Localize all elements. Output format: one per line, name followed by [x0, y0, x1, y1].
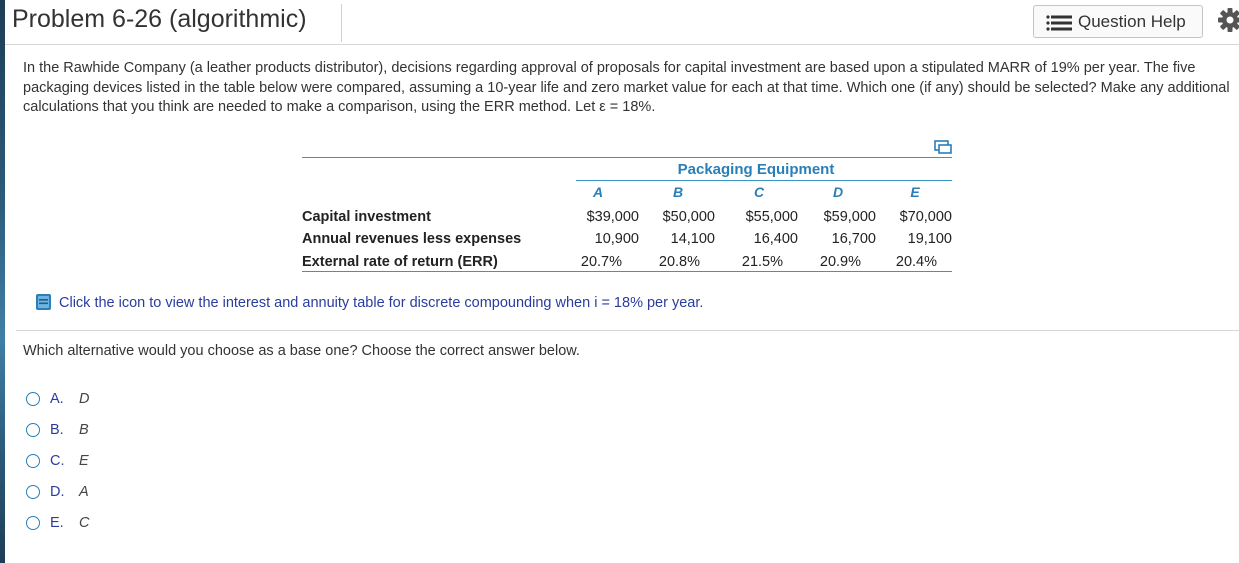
table-cell: $55,000	[745, 209, 798, 225]
table-cell: 20.9%	[819, 254, 861, 270]
table-cell: $39,000	[586, 209, 639, 225]
table-cell: 16,400	[753, 231, 798, 247]
problem-statement: In the Rawhide Company (a leather produc…	[23, 60, 1230, 115]
option-letter: D.	[50, 484, 65, 500]
list-icon	[1046, 15, 1072, 31]
title-divider	[341, 4, 342, 42]
gear-icon[interactable]	[1217, 5, 1239, 35]
radio-button[interactable]	[26, 516, 40, 530]
table-popout-icon[interactable]	[934, 140, 952, 154]
question-help-button[interactable]: Question Help	[1033, 5, 1203, 38]
table-cell: $50,000	[662, 209, 715, 225]
row-label-revenues: Annual revenues less expenses	[302, 231, 522, 247]
table-cell: 20.8%	[658, 254, 700, 270]
radio-button[interactable]	[26, 454, 40, 468]
table-cell: 16,700	[831, 231, 876, 247]
table-cell: 14,100	[670, 231, 715, 247]
page-title: Problem 6-26 (algorithmic)	[12, 5, 307, 33]
table-cell: 19,100	[907, 231, 952, 247]
column-header-e: E	[910, 184, 920, 200]
option-value: D	[79, 391, 90, 407]
option-letter: B.	[50, 422, 64, 438]
option-letter: A.	[50, 391, 64, 407]
section-divider	[16, 330, 1239, 331]
row-label-err: External rate of return (ERR)	[302, 254, 498, 270]
left-edge-strip	[0, 0, 5, 563]
radio-button[interactable]	[26, 392, 40, 406]
table-cell: 20.7%	[580, 254, 622, 270]
radio-button[interactable]	[26, 485, 40, 499]
question-help-label: Question Help	[1078, 12, 1186, 31]
table-cell: $59,000	[823, 209, 876, 225]
option-value: E	[79, 453, 89, 469]
table-cell: 20.4%	[895, 254, 937, 270]
table-cell: 10,900	[594, 231, 639, 247]
packaging-equipment-table: Packaging Equipment A B C D E Capital in…	[302, 140, 954, 275]
table-rule-bottom	[302, 271, 952, 272]
radio-button[interactable]	[26, 423, 40, 437]
header-bar: Problem 6-26 (algorithmic) Question Help	[5, 0, 1239, 45]
column-header-c: C	[753, 184, 765, 200]
row-label-capital: Capital investment	[302, 209, 431, 225]
option-value: A	[79, 484, 89, 500]
column-header-b: B	[672, 184, 684, 200]
table-rule-top	[302, 157, 952, 158]
book-icon[interactable]	[35, 293, 53, 311]
interest-table-link-text[interactable]: Click the icon to view the interest and …	[59, 295, 704, 311]
option-value: B	[79, 422, 89, 438]
option-letter: E.	[50, 515, 64, 531]
option-value: C	[79, 515, 90, 531]
option-letter: C.	[50, 453, 65, 469]
table-rule-mid	[576, 180, 952, 181]
table-cell: 21.5%	[741, 254, 783, 270]
column-header-a: A	[592, 184, 604, 200]
question-prompt: Which alternative would you choose as a …	[23, 343, 580, 359]
table-group-header: Packaging Equipment	[677, 161, 835, 178]
table-cell: $70,000	[899, 209, 952, 225]
column-header-d: D	[832, 184, 844, 200]
